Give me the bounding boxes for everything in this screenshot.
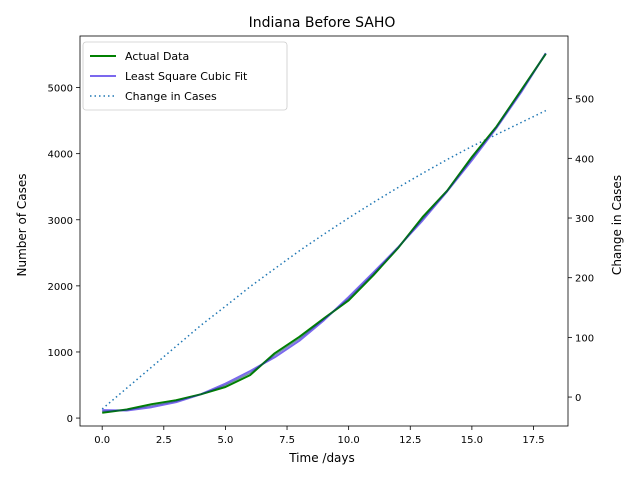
series-line-change-in-cases — [101, 109, 547, 410]
x-axis-label: Time /days — [288, 451, 355, 465]
x-tick-label: 17.5 — [522, 435, 544, 446]
legend: Actual Data Least Square Cubic Fit Change … — [82, 41, 288, 111]
x-tick-label: 0.0 — [94, 435, 110, 446]
plot-frame — [79, 35, 569, 427]
y-tick-label: 3000 — [48, 216, 73, 227]
series-line-least-square-cubic-fit — [102, 52, 547, 412]
series-overlap-line — [102, 53, 547, 413]
y2-tick-label: 300 — [575, 214, 594, 225]
y2-tick-label: 200 — [575, 274, 594, 285]
x-tick-label: 12.5 — [399, 435, 421, 446]
y2-axis-label: Change in Cases — [610, 175, 624, 275]
y-tick-label: 1000 — [48, 348, 73, 359]
chart-title: Indiana Before SAHO — [249, 15, 396, 31]
y2-tick-label: 500 — [575, 95, 594, 106]
x-tick-label: 5.0 — [217, 435, 233, 446]
y-tick-label: 5000 — [48, 84, 73, 95]
y-tick-label: 0 — [67, 414, 73, 425]
y-axis-label: Number of Cases — [15, 173, 29, 276]
x-tick-label: 10.0 — [338, 435, 360, 446]
x-tick-label: 2.5 — [156, 435, 172, 446]
x-tick-label: 7.5 — [279, 435, 295, 446]
y2-tick-label: 100 — [575, 333, 594, 344]
legend-label: Least Square Cubic Fit — [125, 70, 248, 83]
legend-label: Change in Cases — [125, 90, 217, 103]
legend-box — [82, 41, 288, 111]
y-tick-label: 2000 — [48, 282, 73, 293]
legend-label: Actual Data — [125, 50, 189, 63]
y-tick-label: 4000 — [48, 150, 73, 161]
y2-tick-label: 400 — [575, 154, 594, 165]
y2-tick-label: 0 — [575, 393, 581, 404]
series-line-actual-data — [102, 53, 547, 414]
x-tick-label: 15.0 — [461, 435, 483, 446]
